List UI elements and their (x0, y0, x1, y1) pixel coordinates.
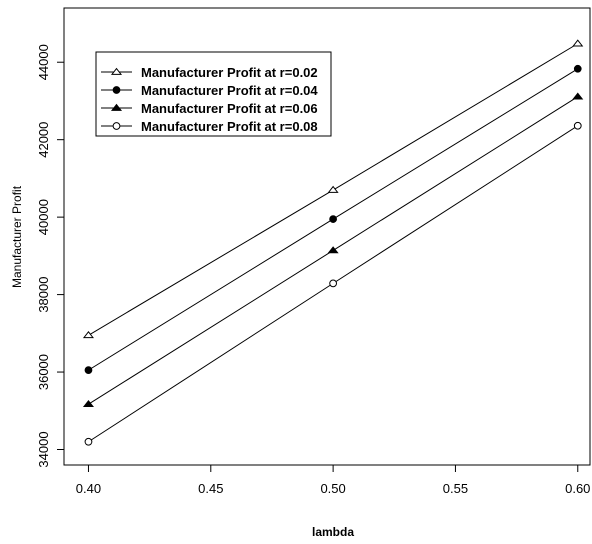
x-tick-label: 0.60 (565, 481, 590, 496)
legend-item-3: Manufacturer Profit at r=0.06 (101, 101, 318, 116)
series-1 (82, 39, 584, 339)
y-tick-label: 42000 (36, 122, 51, 158)
data-point (573, 121, 582, 130)
legend-item-2: Manufacturer Profit at r=0.04 (101, 83, 318, 98)
x-axis-label: lambda (312, 525, 354, 539)
legend-label: Manufacturer Profit at r=0.06 (141, 101, 318, 116)
legend-marker (110, 103, 123, 111)
data-point (572, 92, 584, 100)
legend-marker (112, 122, 121, 130)
legend-item-4: Manufacturer Profit at r=0.08 (101, 119, 318, 134)
legend-items: Manufacturer Profit at r=0.02 Manufacture… (101, 65, 318, 134)
series-3 (82, 92, 584, 408)
legend-marker (110, 67, 123, 75)
legend-label: Manufacturer Profit at r=0.08 (141, 119, 318, 134)
data-point (82, 399, 94, 408)
data-point (327, 185, 339, 193)
y-tick-label: 38000 (36, 277, 51, 313)
legend-label: Manufacturer Profit at r=0.04 (141, 83, 318, 98)
data-point (82, 331, 94, 339)
x-tick-label: 0.40 (76, 481, 101, 496)
legend: Manufacturer Profit at r=0.02 Manufacture… (95, 51, 332, 137)
plot-frame (63, 7, 591, 466)
x-tick-label: 0.45 (198, 481, 223, 496)
y-tick-label: 40000 (36, 199, 51, 235)
data-point (573, 64, 582, 73)
legend-label: Manufacturer Profit at r=0.02 (141, 65, 318, 80)
data-point (329, 215, 337, 223)
data-point (84, 366, 93, 374)
series-2 (84, 64, 582, 374)
legend-box (95, 51, 332, 137)
data-point (329, 279, 337, 288)
series-layer (82, 39, 584, 446)
y-axis-label: Manufacturer Profit (10, 185, 24, 288)
x-axis: 0.40 0.45 0.50 0.55 0.60 (76, 465, 590, 496)
legend-marker (112, 86, 121, 94)
data-point (84, 437, 93, 446)
y-tick-label: 34000 (36, 431, 51, 467)
x-tick-label: 0.55 (443, 481, 468, 496)
x-tick-label: 0.50 (320, 481, 345, 496)
series-4 (84, 121, 582, 446)
legend-item-1: Manufacturer Profit at r=0.02 (101, 65, 318, 80)
data-point (327, 246, 339, 254)
y-axis: 34000 36000 38000 40000 42000 44000 (36, 44, 64, 468)
data-point (572, 39, 584, 47)
y-tick-label: 44000 (36, 44, 51, 80)
y-tick-label: 36000 (36, 354, 51, 390)
